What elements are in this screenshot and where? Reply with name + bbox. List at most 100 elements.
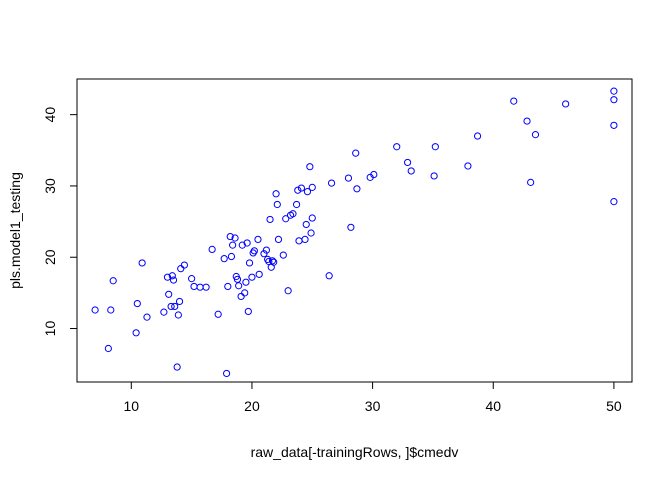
- y-tick-label: 40: [42, 107, 58, 123]
- data-point: [242, 278, 250, 286]
- data-point: [237, 292, 245, 301]
- data-point: [344, 174, 353, 182]
- data-point: [229, 241, 237, 249]
- data-point: [107, 306, 115, 314]
- y-axis-title: pls.model1_testing: [7, 172, 23, 289]
- x-tick-label: 50: [606, 398, 622, 414]
- data-point: [202, 283, 210, 291]
- data-point: [132, 329, 140, 337]
- data-point: [238, 241, 246, 249]
- data-point: [235, 282, 243, 290]
- data-point: [370, 170, 378, 179]
- data-point: [325, 272, 333, 280]
- data-point: [266, 215, 274, 224]
- data-point: [220, 255, 228, 263]
- data-point: [407, 167, 415, 175]
- data-point: [143, 313, 151, 321]
- data-point: [308, 214, 316, 222]
- data-point: [171, 302, 179, 311]
- x-axis-title: raw_data[-trainingRows, ]$cmedv: [251, 444, 459, 460]
- data-point: [169, 276, 178, 284]
- data-point: [473, 132, 482, 140]
- data-point: [562, 100, 570, 108]
- data-point: [610, 96, 618, 104]
- data-point: [208, 245, 216, 253]
- x-tick-label: 10: [124, 398, 140, 414]
- data-point: [173, 363, 181, 371]
- data-point: [610, 198, 618, 206]
- data-point: [163, 273, 172, 281]
- data-point: [527, 178, 535, 186]
- data-point: [353, 185, 361, 193]
- data-point: [272, 190, 280, 198]
- data-point: [262, 246, 271, 254]
- data-point: [188, 275, 196, 283]
- data-point: [610, 121, 618, 129]
- data-point: [223, 369, 231, 378]
- data-point: [294, 186, 302, 194]
- data-point: [91, 306, 99, 314]
- data-point: [270, 258, 278, 266]
- data-point: [306, 163, 314, 171]
- data-point: [279, 251, 287, 259]
- x-axis: 10 20 30 40 50: [124, 381, 622, 414]
- data-point: [297, 184, 306, 192]
- data-point: [180, 261, 188, 269]
- data-point: [274, 235, 283, 244]
- data-point: [160, 308, 168, 316]
- data-point: [303, 188, 312, 196]
- x-tick-label: 40: [485, 398, 501, 414]
- data-point: [510, 97, 518, 105]
- data-points: [91, 87, 618, 378]
- data-point: [165, 290, 173, 298]
- data-point: [109, 277, 117, 285]
- data-point: [307, 229, 315, 237]
- data-point: [431, 143, 439, 151]
- data-point: [167, 302, 175, 311]
- data-point: [254, 235, 262, 244]
- data-point: [308, 183, 316, 191]
- data-point: [464, 162, 472, 170]
- y-axis: 10 20 30 40: [42, 107, 78, 337]
- y-tick-label: 20: [42, 249, 58, 265]
- data-point: [133, 299, 141, 308]
- data-point: [268, 257, 277, 265]
- data-point: [168, 272, 176, 280]
- data-point: [260, 250, 268, 258]
- y-tick-label: 30: [42, 178, 58, 194]
- data-point: [245, 259, 254, 267]
- data-point: [273, 200, 281, 209]
- y-tick-label: 10: [42, 321, 58, 337]
- data-point: [174, 311, 182, 319]
- data-point: [104, 344, 112, 353]
- data-point: [292, 200, 301, 209]
- data-point: [226, 232, 234, 241]
- data-point: [430, 172, 438, 180]
- data-point: [302, 220, 310, 229]
- data-point: [289, 210, 297, 218]
- data-point: [138, 259, 146, 267]
- data-point: [531, 131, 540, 139]
- x-tick-label: 20: [244, 398, 260, 414]
- data-point: [347, 223, 355, 231]
- data-point: [352, 149, 360, 157]
- data-point: [214, 310, 222, 318]
- data-point: [610, 87, 618, 95]
- x-tick-label: 30: [365, 398, 381, 414]
- data-point: [327, 179, 336, 187]
- data-point: [177, 265, 185, 273]
- data-point: [227, 252, 236, 261]
- data-point: [282, 215, 290, 223]
- data-point: [244, 307, 252, 316]
- data-point: [175, 297, 184, 306]
- data-point: [284, 287, 292, 295]
- data-point: [231, 234, 239, 242]
- data-point: [224, 282, 232, 291]
- data-point: [248, 273, 256, 281]
- data-point: [255, 270, 263, 278]
- data-point: [523, 117, 531, 125]
- data-point: [241, 289, 249, 297]
- data-point: [250, 247, 258, 255]
